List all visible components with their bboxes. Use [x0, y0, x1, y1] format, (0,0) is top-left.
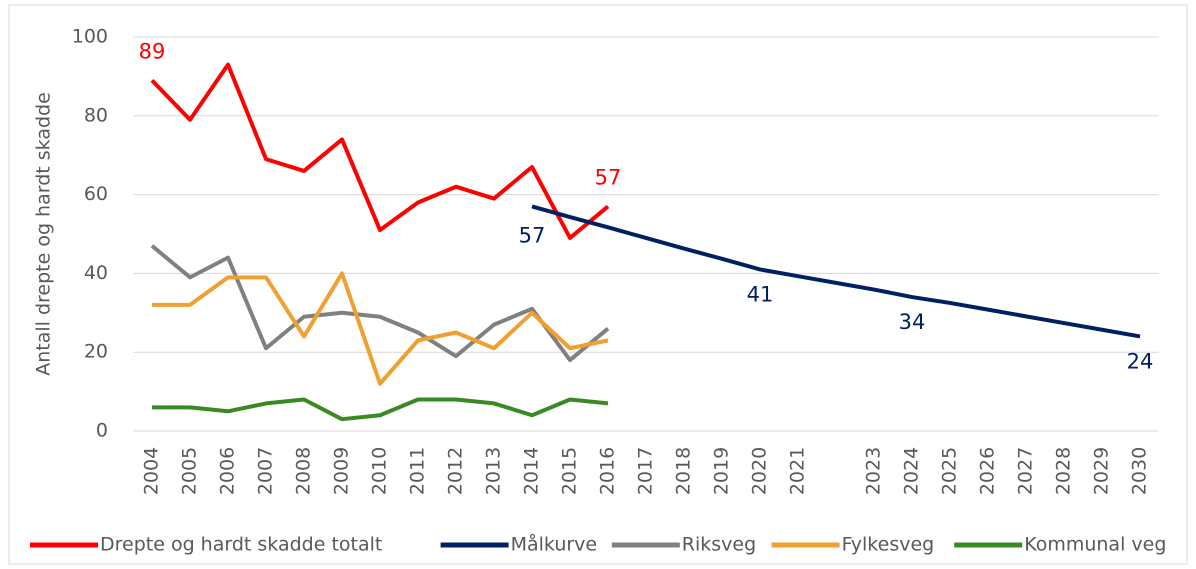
y-tick-label: 80: [84, 104, 108, 126]
legend-label: Riksveg: [682, 534, 756, 556]
legend-label: Kommunal veg: [1024, 534, 1166, 556]
legend-label: Målkurve: [511, 533, 598, 556]
x-tick-label: 2026: [977, 447, 999, 495]
data-label: 89: [139, 39, 166, 63]
legend-label: Fylkesveg: [842, 534, 935, 556]
x-tick-label: 2007: [255, 447, 277, 495]
data-label: 34: [899, 310, 926, 334]
x-tick-label: 2030: [1129, 447, 1151, 495]
data-label: 57: [519, 223, 546, 247]
data-label: 24: [1127, 349, 1154, 373]
x-tick-label: 2010: [369, 447, 391, 495]
x-tick-label: 2016: [597, 447, 619, 495]
x-tick-label: 2009: [331, 447, 353, 495]
x-tick-label: 2018: [673, 447, 695, 495]
x-tick-label: 2005: [179, 447, 201, 495]
data-label: 41: [747, 282, 774, 306]
x-tick-label: 2023: [863, 447, 885, 495]
x-tick-label: 2017: [635, 447, 657, 495]
y-tick-label: 100: [72, 26, 108, 48]
x-tick-label: 2012: [445, 447, 467, 495]
series-line: [152, 397, 609, 422]
x-tick-label: 2015: [559, 447, 581, 495]
series-line: [152, 271, 609, 386]
x-tick-label: 2019: [711, 447, 733, 495]
series-line: [531, 204, 1141, 339]
y-tick-label: 60: [84, 183, 108, 205]
x-tick-label: 2004: [141, 447, 163, 495]
x-tick-label: 2013: [483, 447, 505, 495]
x-tick-label: 2011: [407, 447, 429, 495]
x-tick-label: 2027: [1015, 447, 1037, 495]
x-tick-label: 2020: [749, 447, 771, 495]
x-tick-label: 2025: [939, 447, 961, 495]
x-tick-label: 2029: [1091, 447, 1113, 495]
y-tick-label: 20: [84, 341, 108, 363]
series-line: [150, 244, 610, 363]
x-tick-label: 2014: [521, 447, 543, 495]
x-tick-label: 2008: [293, 447, 315, 495]
y-tick-label: 40: [84, 262, 108, 284]
y-tick-label: 0: [96, 420, 108, 442]
y-axis-title: Antall drepte og hardt skadde: [33, 92, 55, 376]
x-tick-label: 2024: [901, 447, 923, 495]
x-tick-label: 2006: [217, 447, 239, 495]
legend-label: Drepte og hardt skadde totalt: [100, 534, 382, 556]
x-tick-label: 2028: [1053, 447, 1075, 495]
x-tick-label: 2021: [787, 447, 809, 495]
data-label: 57: [595, 165, 622, 189]
series-line: [150, 62, 610, 240]
